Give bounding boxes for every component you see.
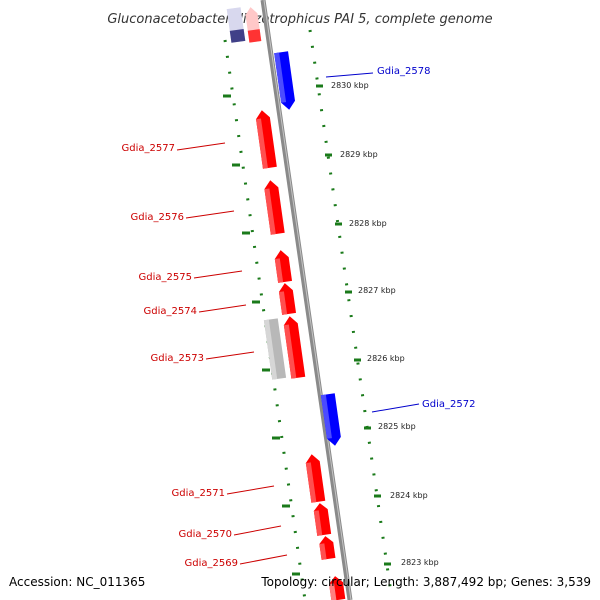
genome-summary-text: Topology: circular; Length: 3,887,492 bp… — [260, 575, 591, 589]
genome-title: Gluconacetobacter diazotrophicus PAI 5, … — [107, 12, 492, 27]
gene-arrow-gdia-2577[interactable] — [255, 109, 277, 169]
gene-arrow-pseudo[interactable] — [263, 318, 287, 380]
gene-arrow-gdia-2570[interactable] — [313, 502, 332, 536]
gene-arrow-gdia-2573[interactable] — [283, 315, 306, 379]
gene-label-gdia-2577[interactable]: Gdia_2577 — [122, 143, 175, 154]
gene-label-gdia-2571[interactable]: Gdia_2571 — [172, 488, 225, 499]
ruler-label: 2827 kbp — [358, 286, 396, 295]
faded-gene-top-forward[interactable] — [245, 6, 262, 43]
gene-label-gdia-2576[interactable]: Gdia_2576 — [131, 212, 184, 223]
major-ticks — [316, 84, 391, 566]
gene-label-gdia-2570[interactable]: Gdia_2570 — [179, 529, 232, 540]
gene-arrow-gdia-2569[interactable] — [318, 535, 336, 560]
gene-arrow-gdia-2572[interactable] — [320, 393, 342, 446]
gene-label-gdia-2578[interactable]: Gdia_2578 — [377, 66, 430, 77]
accession-text: Accession: NC_011365 — [9, 575, 145, 589]
ruler-labels: 2830 kbp 2829 kbp 2828 kbp 2827 kbp 2826… — [331, 81, 439, 567]
gene-arrow-gdia-2578[interactable] — [274, 51, 296, 110]
ruler-label: 2828 kbp — [349, 219, 387, 228]
gene-label-gdia-2573[interactable]: Gdia_2573 — [151, 353, 204, 364]
gene-label-gdia-2569[interactable]: Gdia_2569 — [185, 558, 238, 569]
faded-gene-top-reverse[interactable] — [226, 7, 246, 43]
gene-label-gdia-2574[interactable]: Gdia_2574 — [144, 306, 197, 317]
major-ticks-left — [223, 94, 300, 576]
gene-arrow-partial-bottom[interactable] — [328, 575, 346, 600]
ruler-label: 2829 kbp — [340, 150, 378, 159]
backbone-highlight — [263, 0, 352, 600]
gene-label-gdia-2572[interactable]: Gdia_2572 — [422, 399, 475, 410]
ruler-label: 2825 kbp — [378, 422, 416, 431]
leader-lines — [176, 72, 420, 565]
gene-arrow-gdia-2571[interactable] — [305, 453, 326, 503]
ruler-label: 2826 kbp — [367, 354, 405, 363]
gene-arrow-gdia-2574[interactable] — [278, 282, 297, 315]
ruler-label: 2830 kbp — [331, 81, 369, 90]
ruler-label: 2824 kbp — [390, 491, 428, 500]
gene-label-gdia-2575[interactable]: Gdia_2575 — [139, 272, 192, 283]
ruler-label: 2823 kbp — [401, 558, 439, 567]
gene-arrow-gdia-2575[interactable] — [274, 249, 293, 283]
gene-arrow-gdia-2576[interactable] — [263, 179, 285, 235]
genome-backbone — [260, 0, 353, 600]
